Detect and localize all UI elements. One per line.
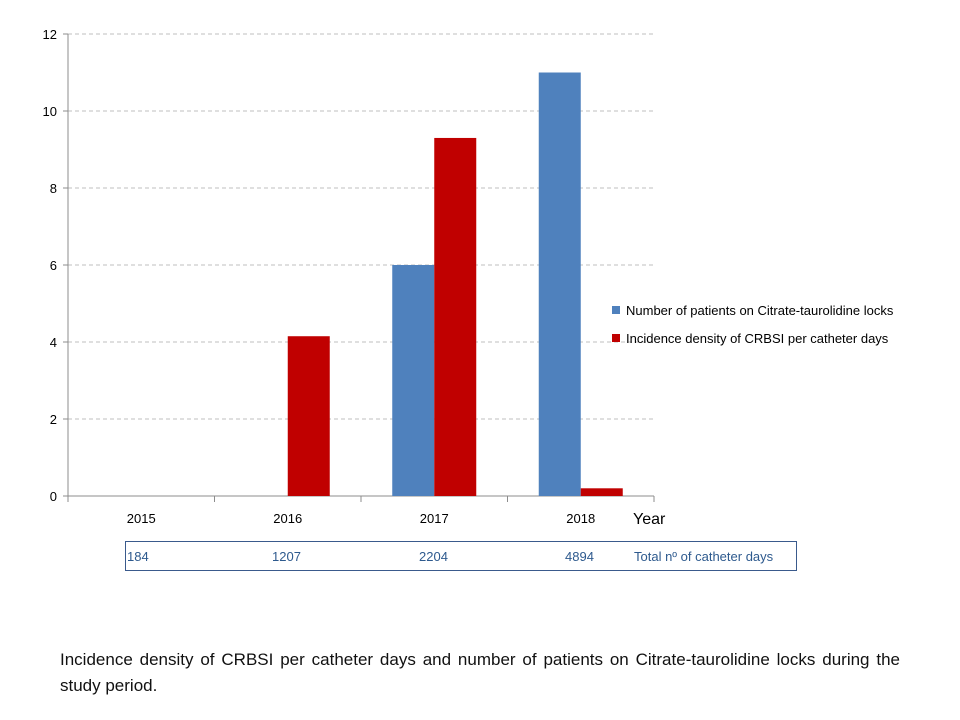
x-tick-label: 2017 bbox=[420, 511, 449, 526]
catheter-days-label: Total nº of catheter days bbox=[634, 549, 774, 564]
y-tick-label: 0 bbox=[50, 489, 57, 504]
legend-label: Incidence density of CRBSI per catheter … bbox=[626, 331, 889, 346]
x-tick-label: 2016 bbox=[273, 511, 302, 526]
catheter-days-2017: 2204 bbox=[419, 549, 448, 564]
bar-2016-series-2 bbox=[287, 336, 330, 496]
x-tick-label: 2018 bbox=[566, 511, 595, 526]
y-tick-label: 12 bbox=[43, 27, 57, 42]
legend-swatch bbox=[612, 334, 620, 342]
legend-label: Number of patients on Citrate-taurolidin… bbox=[626, 303, 894, 318]
bar-2017-series-2 bbox=[434, 137, 477, 496]
catheter-days-2018: 4894 bbox=[565, 549, 594, 564]
x-tick-label: 2015 bbox=[127, 511, 156, 526]
y-tick-label: 2 bbox=[50, 412, 57, 427]
bar-2017-series-1 bbox=[392, 265, 435, 496]
catheter-days-2015: 184 bbox=[127, 549, 149, 564]
x-axis-title: Year bbox=[633, 511, 666, 528]
legend-swatch bbox=[612, 306, 620, 314]
y-tick-label: 4 bbox=[50, 335, 57, 350]
bar-2018-series-1 bbox=[538, 72, 581, 496]
catheter-days-2016: 1207 bbox=[272, 549, 301, 564]
figure-caption: Incidence density of CRBSI per catheter … bbox=[60, 650, 900, 695]
y-tick-label: 8 bbox=[50, 181, 57, 196]
y-tick-label: 10 bbox=[43, 104, 57, 119]
bar-chart: 0 2 4 6 8 10 12 2015 2016 2017 2018 Year Number of p… bbox=[43, 27, 894, 528]
catheter-days-table: 184 1207 2204 4894 Total nº of catheter … bbox=[125, 541, 797, 571]
chart-area: 0 2 4 6 8 10 12 2015 2016 2017 2018 Year Number of p… bbox=[43, 27, 894, 528]
bar-2018-series-2 bbox=[580, 488, 623, 496]
y-tick-label: 6 bbox=[50, 258, 57, 273]
